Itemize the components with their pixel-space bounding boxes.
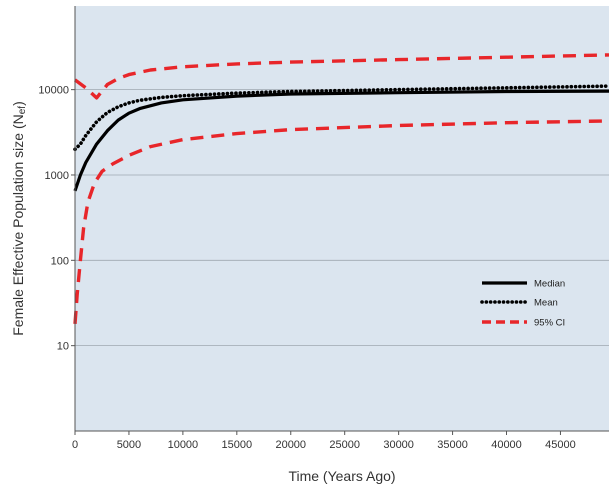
- x-axis-ticks: 0 5000 10000 15000 20000 25000 30000 35000 40000…: [72, 431, 576, 451]
- axes: [74, 6, 609, 432]
- x-tick-label: 15000: [222, 439, 253, 451]
- series-group: [73, 53, 609, 325]
- series-line-95-ci-lower: [73, 119, 609, 325]
- y-axis-ticks: 10 100 1000 10000: [38, 85, 75, 353]
- x-tick-label: 0: [72, 439, 78, 451]
- x-tick-label: 20000: [275, 439, 306, 451]
- legend-label: 95% CI: [534, 318, 565, 329]
- x-tick-label: 45000: [545, 439, 576, 451]
- y-tick-label: 10: [57, 341, 69, 353]
- y-axis-label-subscript: ef: [17, 106, 28, 115]
- x-tick-label: 30000: [383, 439, 414, 451]
- y-tick-label: 1000: [45, 170, 69, 182]
- legend: Median Mean 95% CI: [480, 279, 565, 329]
- y-tick-label: 10000: [38, 85, 69, 97]
- y-axis-label: Female Effective Population size (Nef): [10, 101, 28, 336]
- x-tick-label: 5000: [117, 439, 141, 451]
- legend-label: Mean: [534, 298, 558, 309]
- x-tick-label: 10000: [168, 439, 199, 451]
- y-axis-label-tail: ): [10, 101, 26, 106]
- x-tick-label: 35000: [437, 439, 468, 451]
- plot-background: [75, 6, 609, 431]
- legend-label: Median: [534, 279, 565, 290]
- y-axis-label-main: Female Effective Population size (N: [10, 114, 26, 336]
- x-axis-label: Time (Years Ago): [288, 468, 395, 484]
- series-line-95-ci-upper: [73, 53, 609, 100]
- y-tick-label: 100: [51, 255, 69, 267]
- x-tick-label: 40000: [491, 439, 522, 451]
- series-line-median: [73, 89, 609, 192]
- x-tick-label: 25000: [329, 439, 360, 451]
